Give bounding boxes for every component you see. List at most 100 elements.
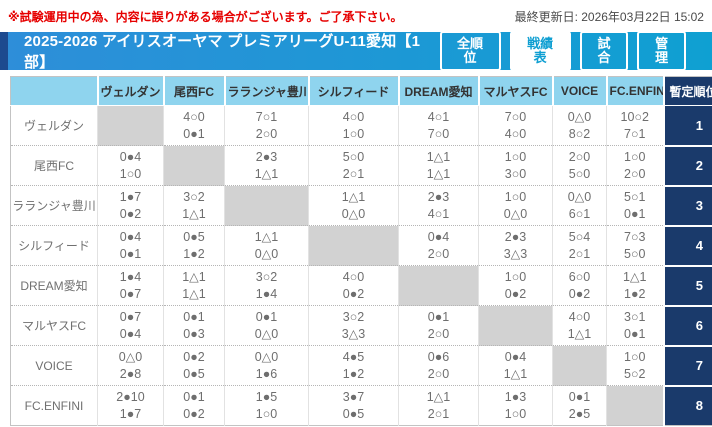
result-line: 5○1 [624, 189, 646, 204]
result-line: 1△1 [503, 366, 528, 381]
result-line: 0●6 [427, 349, 450, 364]
team-column-header: マルヤスFC [477, 76, 553, 106]
diagonal-cell [398, 265, 479, 306]
team-row-label: マルヤスFC [10, 305, 98, 346]
tab-results-table[interactable]: 戦績表 [509, 30, 571, 72]
result-line: 7○1 [255, 109, 278, 124]
result-line: 0△0 [254, 349, 279, 364]
result-line: 2○1 [427, 406, 450, 421]
result-line: 0△0 [254, 246, 279, 261]
result-cell: 5○0 2○1 [308, 145, 399, 186]
diagonal-cell [163, 145, 225, 186]
rank-cell: 3 [662, 184, 712, 226]
result-line: 3○1 [624, 309, 646, 324]
result-line: 1●4 [119, 269, 142, 284]
result-line: 2○1 [568, 246, 591, 261]
notice-text: ※試験運用中の為、内容に誤りがある場合がございます。ご了承下さい。 [8, 10, 403, 24]
team-column-header: ラランジャ豊川 [223, 76, 309, 106]
tab-all-rankings[interactable]: 全順位 [439, 30, 501, 72]
result-cell: 5○4 2○1 [552, 225, 607, 266]
result-cell: 10○2 7○1 [606, 105, 664, 146]
result-line: 0●1 [183, 126, 205, 141]
rank-cell: 5 [662, 264, 712, 306]
tab-matches[interactable]: 試合 [579, 30, 629, 72]
top-status-bar: ※試験運用中の為、内容に誤りがある場合がございます。ご了承下さい。 最終更新日:… [0, 0, 712, 28]
team-row-label: FC.ENFINI [10, 385, 98, 426]
result-line: 0●4 [119, 149, 142, 164]
team-row-label: ラランジャ豊川 [10, 185, 98, 226]
result-cell: 1△1 0△0 [308, 185, 399, 226]
result-line: 3○2 [183, 189, 205, 204]
result-cell: 0●2 0●5 [163, 345, 225, 386]
result-cell: 6○0 0●2 [552, 265, 607, 306]
result-line: 1○0 [624, 349, 646, 364]
result-line: 3○2 [342, 309, 365, 324]
result-line: 2○0 [427, 246, 450, 261]
result-line: 3△3 [503, 246, 528, 261]
result-cell: 1△1 2○1 [398, 385, 479, 426]
result-line: 0●1 [568, 389, 591, 404]
rank-cell: 1 [662, 105, 712, 146]
title-bar: 2025-2026 アイリスオーヤマ プレミアリーグU-11愛知【1部】 全順位… [0, 30, 712, 72]
result-line: 1●5 [255, 389, 278, 404]
result-cell: 0●5 1●2 [163, 225, 225, 266]
result-line: 1●7 [119, 406, 142, 421]
result-line: 4○0 [183, 109, 205, 124]
result-line: 2○0 [568, 149, 591, 164]
diagonal-cell [606, 385, 664, 426]
result-cell: 1△1 0△0 [224, 225, 309, 266]
diagonal-cell [308, 225, 399, 266]
result-line: 0●2 [342, 286, 365, 301]
diagonal-cell [97, 105, 164, 146]
result-cell: 1△1 1△1 [398, 145, 479, 186]
tab-admin[interactable]: 管理 [637, 30, 686, 72]
result-line: 0●4 [504, 349, 527, 364]
result-cell: 4●5 1●2 [308, 345, 399, 386]
result-line: 2●8 [119, 366, 142, 381]
result-line: 10○2 [620, 109, 649, 124]
result-line: 4○1 [427, 109, 450, 124]
result-line: 0●4 [119, 229, 142, 244]
result-cell: 2●3 1△1 [224, 145, 309, 186]
result-cell: 0●1 0●3 [163, 305, 225, 346]
result-line: 6○0 [568, 269, 591, 284]
result-line: 0●2 [183, 349, 205, 364]
result-cell: 0△0 6○1 [552, 185, 607, 226]
result-line: 0●1 [624, 326, 646, 341]
result-line: 0●1 [119, 246, 142, 261]
result-line: 0●3 [183, 326, 205, 341]
team-column-header: VOICE [551, 76, 607, 106]
result-line: 1△1 [182, 269, 206, 284]
result-cell: 0●4 0●1 [97, 225, 164, 266]
result-cell: 0△0 2●8 [97, 345, 164, 386]
result-cell: 3○2 1△1 [163, 185, 225, 226]
result-line: 0●1 [183, 389, 205, 404]
result-line: 1●2 [342, 366, 365, 381]
result-line: 0●7 [119, 286, 142, 301]
result-line: 5○4 [568, 229, 591, 244]
result-line: 7○1 [624, 126, 646, 141]
result-line: 1△1 [254, 229, 279, 244]
result-cell: 3○2 1●4 [224, 265, 309, 306]
result-line: 1○0 [342, 126, 365, 141]
result-cell: 1○0 0△0 [478, 185, 553, 226]
result-cell: 0●4 1△1 [478, 345, 553, 386]
result-cell: 0●1 0●2 [163, 385, 225, 426]
result-cell: 1●4 0●7 [97, 265, 164, 306]
result-line: 0●1 [624, 206, 646, 221]
result-line: 0●4 [119, 326, 142, 341]
result-line: 1●7 [119, 189, 142, 204]
result-line: 2○0 [624, 166, 646, 181]
rank-cell: 7 [662, 344, 712, 386]
rank-column-header: 暫定順位 [662, 76, 712, 106]
result-cell: 1○0 0●2 [478, 265, 553, 306]
team-row-label: ヴェルダン [10, 105, 98, 146]
result-cell: 1●5 1○0 [224, 385, 309, 426]
result-cell: 4○0 0●2 [308, 265, 399, 306]
result-cell: 2●3 4○1 [398, 185, 479, 226]
result-line: 1○0 [504, 189, 527, 204]
result-line: 3○0 [504, 166, 527, 181]
result-line: 1△1 [426, 166, 451, 181]
result-line: 1●2 [183, 246, 205, 261]
result-cell: 7○1 2○0 [224, 105, 309, 146]
